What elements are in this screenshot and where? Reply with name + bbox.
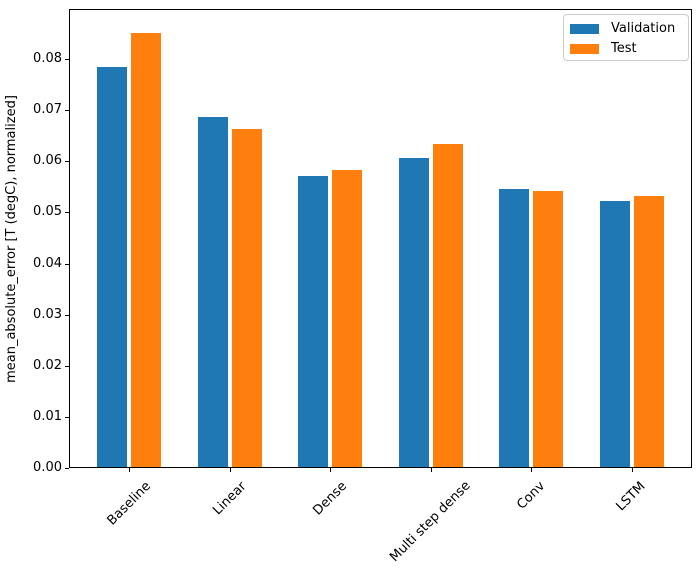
legend-label-validation: Validation <box>611 21 676 36</box>
y-tick-label: 0.03 <box>33 306 62 322</box>
y-tick-mark <box>65 416 69 418</box>
x-tick-label-baseline: Baseline <box>104 478 154 529</box>
y-tick-mark <box>65 263 69 265</box>
x-tick-mark <box>229 468 231 472</box>
y-tick-label: 0.05 <box>33 204 62 220</box>
x-tick-mark <box>330 468 332 472</box>
bar-test-lstm <box>633 196 664 468</box>
x-tick-mark <box>531 468 533 472</box>
y-tick-mark <box>65 468 69 469</box>
legend: Validation Test <box>563 14 689 61</box>
bar-test-baseline <box>131 32 162 468</box>
bar-validation-conv <box>499 189 530 468</box>
y-tick-label: 0.04 <box>33 255 62 271</box>
y-tick-label: 0.08 <box>33 51 62 67</box>
bar-validation-lstm <box>599 200 630 468</box>
bar-test-multi-step-dense <box>432 144 463 468</box>
x-tick-label-lstm: LSTM <box>613 479 649 515</box>
x-tick-label-multi-step-dense: Multi step dense <box>387 478 474 566</box>
bar-validation-baseline <box>97 66 128 468</box>
plot-area <box>69 9 692 468</box>
bar-test-conv <box>533 190 564 468</box>
legend-swatch-validation-icon <box>570 24 599 34</box>
y-tick-mark <box>65 212 69 214</box>
x-tick-label-dense: Dense <box>310 478 350 519</box>
x-tick-mark <box>129 468 131 472</box>
bar-test-dense <box>332 170 363 468</box>
x-tick-mark <box>430 468 432 472</box>
bar-test-linear <box>231 129 262 468</box>
y-tick-mark <box>65 365 69 367</box>
y-tick-mark <box>65 161 69 163</box>
y-tick-mark <box>65 110 69 112</box>
bar-validation-multi-step-dense <box>398 158 429 468</box>
x-tick-label-linear: Linear <box>210 478 250 519</box>
y-tick-label: 0.02 <box>33 357 62 373</box>
legend-label-test: Test <box>611 41 637 56</box>
y-tick-label: 0.07 <box>33 102 62 118</box>
x-tick-mark <box>631 468 633 472</box>
y-tick-label: 0.00 <box>33 460 62 475</box>
y-tick-label: 0.06 <box>33 153 62 169</box>
legend-item-test: Test <box>564 39 688 59</box>
bar-validation-dense <box>298 175 329 468</box>
legend-item-validation: Validation <box>564 19 688 39</box>
y-tick-mark <box>65 314 69 316</box>
x-tick-label-conv: Conv <box>513 478 548 513</box>
y-axis-label: mean_absolute_error [T (degC), normalize… <box>3 94 19 383</box>
y-tick-label: 0.01 <box>33 408 62 424</box>
legend-swatch-test-icon <box>570 44 599 54</box>
y-tick-mark <box>65 59 69 61</box>
bar-validation-linear <box>197 117 228 468</box>
